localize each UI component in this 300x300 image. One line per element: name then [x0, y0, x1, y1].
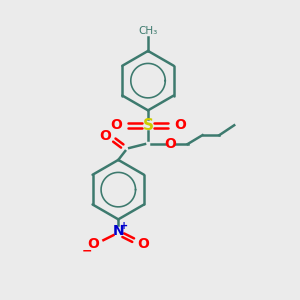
Text: N: N	[112, 224, 124, 238]
Text: +: +	[120, 221, 128, 231]
Text: O: O	[110, 118, 122, 132]
Text: O: O	[88, 237, 100, 251]
Text: O: O	[100, 129, 111, 143]
Text: −: −	[81, 244, 92, 258]
Text: CH₃: CH₃	[138, 26, 158, 36]
Text: O: O	[137, 237, 149, 251]
Text: O: O	[164, 137, 176, 151]
Text: O: O	[174, 118, 186, 132]
Text: S: S	[142, 118, 154, 133]
